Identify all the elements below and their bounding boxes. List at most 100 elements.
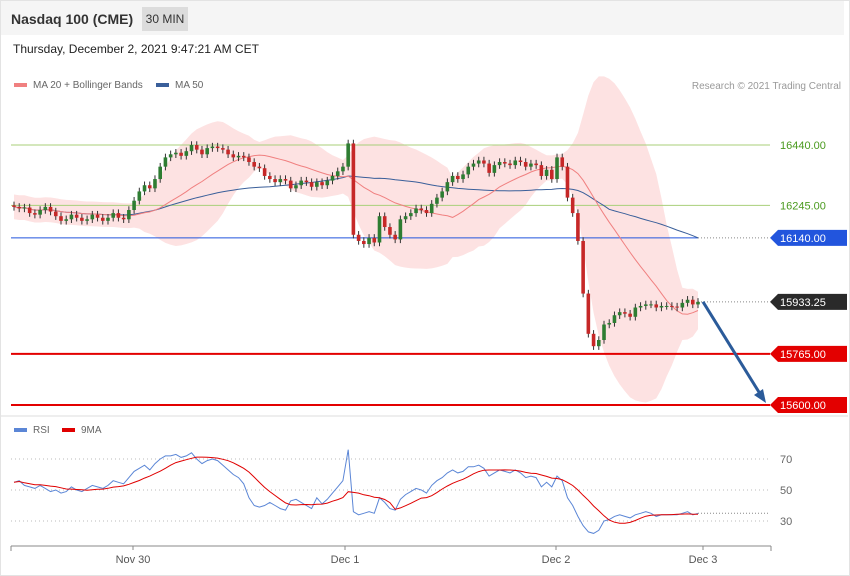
candle-body <box>649 304 653 306</box>
candle-body <box>38 210 42 215</box>
candle-body <box>147 185 152 189</box>
candle-body <box>617 312 622 316</box>
legend-ma50: MA 50 <box>156 80 203 91</box>
level-label-15600.00: 15600.00 <box>780 400 826 412</box>
candle-body <box>654 304 659 308</box>
candle-body <box>638 305 643 308</box>
candle-body <box>351 143 356 235</box>
legend-ma50-label: MA 50 <box>175 80 204 91</box>
candle-body <box>445 182 450 192</box>
candle-body <box>241 155 246 158</box>
candle-body <box>100 217 105 221</box>
candle-body <box>153 179 157 189</box>
level-tag-15765.00 <box>770 345 847 362</box>
candle-body <box>168 154 173 158</box>
candle-body <box>200 149 204 155</box>
candle-body <box>450 175 455 183</box>
candle-body <box>90 214 95 220</box>
candle-body <box>544 169 549 176</box>
candles <box>12 139 700 350</box>
candle-body <box>440 191 444 198</box>
legend-ma20: MA 20 + Bollinger Bands <box>14 80 143 91</box>
candle-body <box>414 208 418 214</box>
candle-body <box>85 219 89 221</box>
timestamp: Thursday, December 2, 2021 9:47:21 AM CE… <box>13 42 259 56</box>
candle-body <box>33 213 37 215</box>
candle-body <box>330 175 335 181</box>
header-bar: Nasdaq 100 (CME) 30 MIN <box>1 1 844 35</box>
candle-body <box>523 162 528 167</box>
candle-body <box>252 162 256 167</box>
level-tag-15600.00 <box>770 397 847 413</box>
candle-body <box>294 185 298 189</box>
candle-body <box>309 182 314 187</box>
projection-arrow <box>701 301 764 398</box>
candle-body <box>492 165 497 173</box>
candle-body <box>215 146 220 149</box>
candle-body <box>288 180 293 189</box>
level-label-16140.00: 16140.00 <box>780 233 826 245</box>
candle-body <box>596 340 601 347</box>
candle-body <box>680 302 685 308</box>
candle-body <box>299 180 303 186</box>
candle-body <box>59 216 63 221</box>
candle-body <box>503 162 507 164</box>
ma9-line <box>13 456 698 524</box>
candle-body <box>675 306 679 308</box>
candle-body <box>43 206 48 210</box>
candle-body <box>137 191 142 201</box>
candle-body <box>320 182 324 186</box>
x-label-Dec-2: Dec 2 <box>542 554 571 566</box>
candle-body <box>273 179 277 183</box>
candle-body <box>570 197 575 214</box>
x-label-Nov-30: Nov 30 <box>116 554 151 566</box>
candle-body <box>362 240 366 245</box>
research-credit: Research © 2021 Trading Central <box>691 81 841 92</box>
level-label-15933.25: 15933.25 <box>780 297 826 309</box>
rsi-line <box>13 449 699 534</box>
candle-body <box>325 180 330 186</box>
candle-body <box>356 234 361 241</box>
candle-body <box>142 185 147 192</box>
candle-body <box>304 180 309 183</box>
candle-body <box>80 217 84 221</box>
candle-body <box>581 240 585 294</box>
candle-body <box>179 152 183 156</box>
x-label-Dec-1: Dec 1 <box>331 554 360 566</box>
candle-body <box>184 151 189 156</box>
candle-body <box>53 211 58 217</box>
candle-body <box>27 207 32 214</box>
candle-body <box>508 163 512 166</box>
candle-body <box>278 179 283 183</box>
level-tag-16140.00 <box>770 229 847 246</box>
candle-body <box>393 234 397 240</box>
candle-body <box>659 305 664 308</box>
candle-body <box>623 312 627 314</box>
candle-body <box>576 213 580 241</box>
candle-body <box>409 213 413 217</box>
timeframe-button[interactable]: 30 MIN <box>142 7 188 31</box>
candle-body <box>341 166 345 172</box>
candle-body <box>48 206 53 212</box>
candle-body <box>466 166 471 175</box>
candle-body <box>221 148 225 150</box>
candle-body <box>534 163 538 166</box>
candle-body <box>664 305 669 307</box>
candle-body <box>194 145 199 150</box>
candle-body <box>377 216 382 243</box>
level-label-15765.00: 15765.00 <box>780 349 826 361</box>
candle-body <box>403 216 408 220</box>
candle-body <box>132 200 136 210</box>
candle-body <box>612 315 617 323</box>
candle-body <box>163 157 168 167</box>
candle-body <box>116 213 121 218</box>
rsi-swatch <box>14 428 27 433</box>
candle-body <box>17 206 22 209</box>
candle-body <box>424 210 429 214</box>
legend-rsi: RSI <box>14 425 50 436</box>
candle-body <box>435 197 439 204</box>
candle-body <box>231 154 236 158</box>
candle-body <box>696 301 700 305</box>
candle-body <box>257 166 262 169</box>
